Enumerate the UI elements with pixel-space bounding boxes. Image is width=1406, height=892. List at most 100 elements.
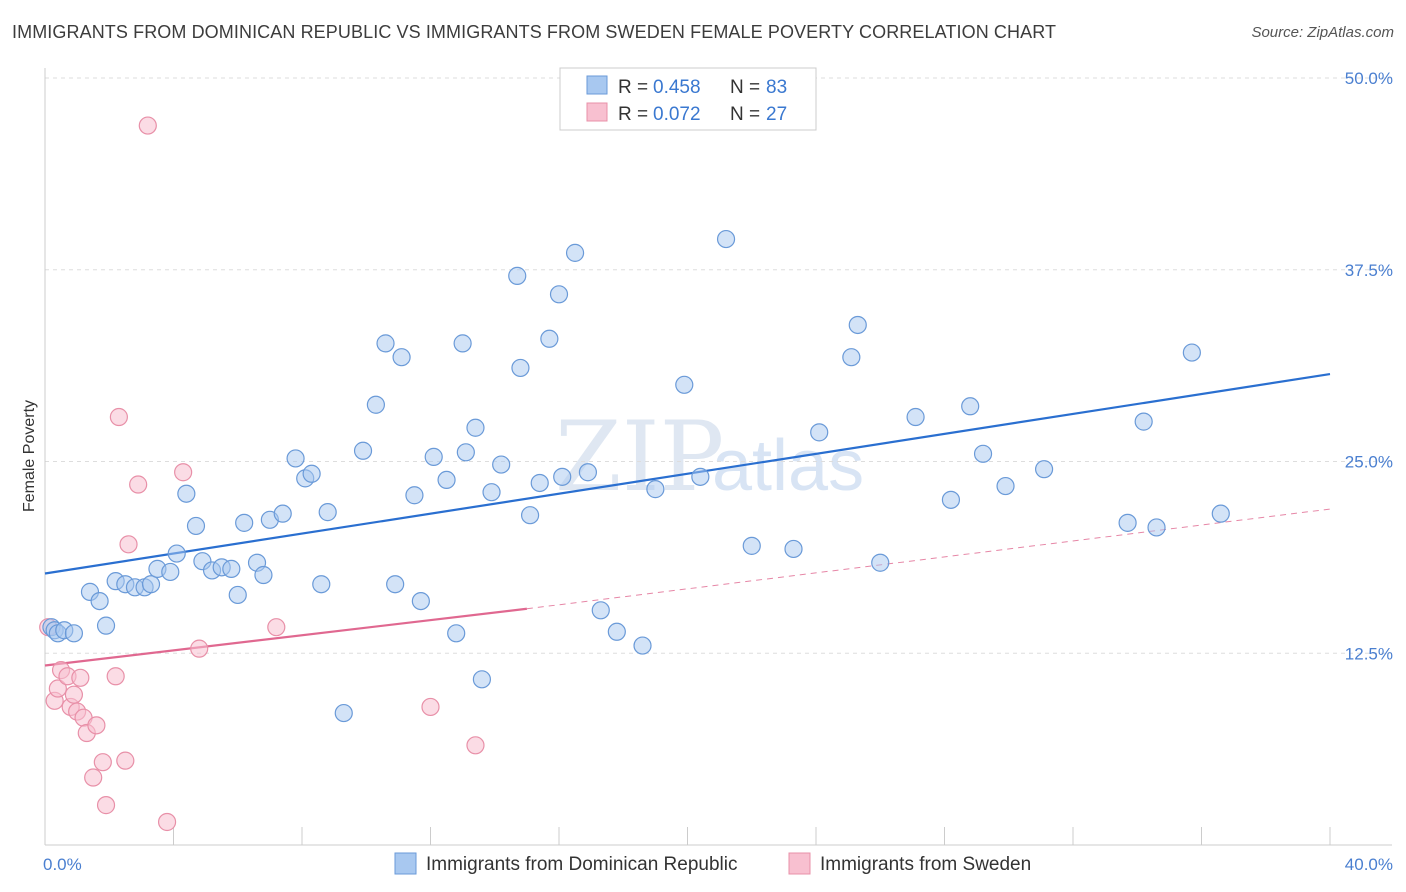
data-point-dominican-republic bbox=[633, 636, 652, 655]
data-point-dominican-republic bbox=[508, 266, 527, 285]
data-point-dominican-republic bbox=[565, 243, 585, 262]
data-point-dominican-republic bbox=[742, 536, 761, 555]
axes bbox=[44, 68, 1392, 846]
y-tick-label: 12.5% bbox=[1345, 644, 1393, 663]
data-point-sweden bbox=[174, 463, 193, 482]
data-point-dominican-republic bbox=[961, 397, 980, 416]
chart-title: IMMIGRANTS FROM DOMINICAN REPUBLIC VS IM… bbox=[12, 22, 1057, 42]
data-point-dominican-republic bbox=[1134, 412, 1153, 431]
data-point-dominican-republic bbox=[186, 516, 206, 536]
bottom-legend-label-1: Immigrants from Dominican Republic bbox=[426, 854, 738, 875]
data-point-dominican-republic bbox=[1211, 504, 1230, 523]
data-point-dominican-republic bbox=[456, 443, 475, 462]
legend-n-label-1: N = bbox=[730, 77, 760, 98]
data-point-dominican-republic bbox=[273, 504, 292, 523]
data-point-sweden bbox=[421, 697, 440, 717]
data-point-dominican-republic bbox=[96, 616, 116, 635]
y-axis-title: Female Poverty bbox=[21, 400, 38, 512]
data-point-dominican-republic bbox=[842, 348, 861, 367]
data-point-sweden bbox=[119, 535, 138, 554]
data-point-sweden bbox=[96, 796, 116, 815]
source-label: Source: ZipAtlas.com bbox=[1251, 24, 1394, 41]
y-tick-label: 25.0% bbox=[1345, 453, 1393, 472]
grid-lines bbox=[45, 77, 1392, 654]
legend-r-value-1: 0.458 bbox=[653, 77, 701, 98]
data-point-dominican-republic bbox=[716, 229, 736, 249]
data-point-sweden bbox=[48, 679, 67, 698]
data-point-dominican-republic bbox=[254, 565, 273, 585]
data-point-dominican-republic bbox=[392, 348, 411, 367]
data-point-dominican-republic bbox=[466, 418, 485, 437]
data-point-dominican-republic bbox=[1147, 518, 1166, 537]
trend-line-sweden-extension bbox=[526, 508, 1331, 610]
data-point-dominican-republic bbox=[578, 463, 598, 482]
legend-n-value-1: 83 bbox=[766, 77, 787, 98]
tick-labels: 12.5% 25.0% 37.5% 50.0% 0.0% 40.0% bbox=[43, 69, 1393, 874]
data-point-sweden bbox=[109, 407, 128, 427]
data-point-sweden bbox=[71, 668, 90, 687]
data-point-dominican-republic bbox=[941, 490, 961, 509]
data-point-dominican-republic bbox=[386, 575, 405, 594]
data-point-dominican-republic bbox=[1118, 513, 1137, 532]
y-tick-label: 37.5% bbox=[1345, 261, 1393, 280]
data-point-sweden bbox=[466, 736, 485, 755]
data-point-dominican-republic bbox=[511, 358, 530, 378]
data-point-dominican-republic bbox=[177, 484, 196, 503]
data-point-sweden bbox=[190, 639, 209, 658]
points-dominican-republic bbox=[42, 229, 1230, 723]
data-point-dominican-republic bbox=[424, 447, 443, 466]
bottom-legend-label-2: Immigrants from Sweden bbox=[820, 854, 1031, 875]
data-point-dominican-republic bbox=[973, 444, 993, 463]
legend-r-label-2: R = bbox=[618, 104, 648, 125]
legend-n-label-2: N = bbox=[730, 104, 760, 125]
legend-r-label-1: R = bbox=[618, 77, 648, 98]
legend-swatch-blue bbox=[586, 75, 608, 95]
data-point-dominican-republic bbox=[646, 480, 665, 499]
x-tick-label: 40.0% bbox=[1345, 855, 1393, 874]
data-point-sweden bbox=[87, 716, 106, 735]
trend-line-sweden bbox=[44, 607, 528, 667]
legend-swatch-pink bbox=[586, 102, 608, 122]
legend-r-value-2: 0.072 bbox=[653, 104, 701, 125]
data-point-dominican-republic bbox=[228, 585, 247, 605]
data-point-dominican-republic bbox=[871, 553, 890, 572]
legend-n-value-2: 27 bbox=[766, 104, 787, 125]
data-point-dominican-republic bbox=[691, 467, 710, 486]
data-point-sweden bbox=[116, 751, 135, 770]
y-tick-label: 50.0% bbox=[1345, 69, 1393, 88]
data-point-dominican-republic bbox=[64, 624, 84, 643]
bottom-legend-swatch-pink bbox=[788, 852, 811, 875]
data-point-dominican-republic bbox=[366, 395, 385, 414]
data-point-dominican-republic bbox=[411, 591, 430, 611]
points-sweden bbox=[39, 116, 485, 832]
data-point-dominican-republic bbox=[591, 601, 610, 620]
data-point-sweden bbox=[129, 475, 148, 494]
trend-lines bbox=[44, 372, 1331, 667]
data-point-dominican-republic bbox=[492, 455, 511, 474]
series-legend: Immigrants from Dominican Republic Immig… bbox=[394, 852, 1031, 875]
data-point-sweden bbox=[157, 812, 177, 832]
data-point-dominican-republic bbox=[405, 486, 424, 505]
data-point-dominican-republic bbox=[90, 591, 109, 611]
data-point-dominican-republic bbox=[530, 473, 549, 493]
data-point-dominican-republic bbox=[222, 559, 241, 578]
data-point-dominican-republic bbox=[1182, 343, 1201, 362]
data-point-sweden bbox=[84, 768, 103, 787]
data-point-dominican-republic bbox=[520, 506, 540, 525]
x-tick-label: 0.0% bbox=[43, 855, 82, 874]
data-point-dominican-republic bbox=[553, 467, 572, 486]
data-point-dominican-republic bbox=[235, 513, 254, 532]
data-point-dominican-republic bbox=[848, 315, 867, 335]
data-point-dominican-republic bbox=[318, 503, 337, 522]
data-point-dominican-republic bbox=[167, 544, 186, 563]
data-point-dominican-republic bbox=[286, 449, 305, 468]
data-point-dominican-republic bbox=[312, 575, 331, 594]
data-point-dominican-republic bbox=[302, 464, 321, 483]
data-point-dominican-republic bbox=[447, 624, 466, 643]
data-point-dominican-republic bbox=[996, 476, 1015, 496]
data-point-dominican-republic bbox=[810, 423, 829, 442]
data-point-sweden bbox=[93, 753, 112, 772]
data-point-dominican-republic bbox=[1034, 460, 1054, 479]
data-point-dominican-republic bbox=[353, 441, 373, 460]
